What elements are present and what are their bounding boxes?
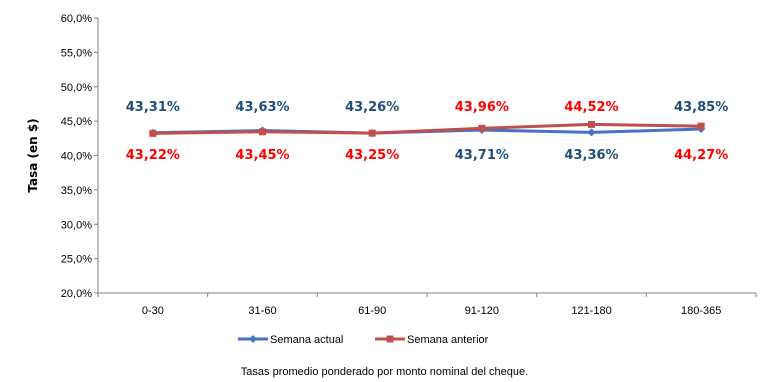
data-point [588, 120, 595, 128]
y-tick-label: 35,0% [61, 185, 92, 197]
chart-caption: Tasas promedio ponderado por monto nomin… [240, 366, 529, 378]
y-tick-label: 60,0% [61, 13, 92, 25]
y-tick-label: 50,0% [61, 82, 92, 94]
legend-marker [249, 335, 257, 343]
x-tick-label: 31-60 [248, 305, 276, 317]
data-label: 43,96% [455, 100, 509, 115]
data-point [259, 128, 266, 136]
legend-label: Semana actual [270, 334, 343, 346]
x-tick-label: 121-180 [571, 305, 611, 317]
data-label: 43,63% [235, 100, 289, 115]
y-tick-label: 55,0% [61, 47, 92, 59]
chart-legend: Semana actual Semana anterior [238, 334, 489, 346]
y-tick-label: 30,0% [61, 219, 92, 231]
data-label: 43,31% [126, 100, 180, 115]
data-point [697, 122, 705, 130]
data-label: 43,71% [455, 148, 509, 163]
y-tick-label: 45,0% [61, 116, 92, 128]
legend-item: Semana actual [238, 334, 343, 346]
data-label: 44,27% [674, 148, 728, 163]
x-tick-label: 91-120 [465, 305, 499, 317]
y-tick-label: 20,0% [61, 288, 92, 300]
data-point [368, 129, 376, 137]
data-label: 43,25% [345, 148, 399, 163]
legend-marker [386, 335, 394, 343]
legend-label: Semana anterior [407, 334, 489, 346]
data-label: 43,22% [126, 148, 180, 163]
series-semana-anterior [149, 120, 705, 137]
data-label: 43,26% [345, 100, 399, 115]
data-label: 43,36% [564, 148, 618, 163]
series-lines [148, 120, 706, 138]
x-tick-label: 0-30 [142, 305, 164, 317]
chart-axes: 20,0% 25,0% 30,0% 35,0% 40,0% 45,0% 50,0% 55,0%… [26, 13, 757, 317]
x-tick-label: 180-365 [681, 305, 721, 317]
y-tick-label: 40,0% [61, 151, 92, 163]
data-point [149, 129, 157, 137]
x-tick-label: 61-90 [358, 305, 386, 317]
y-axis-title: Tasa (en $) [26, 118, 40, 192]
data-label: 43,45% [235, 148, 289, 163]
data-point [478, 124, 486, 132]
series-line [152, 122, 702, 135]
data-point [587, 128, 596, 137]
data-label: 44,52% [564, 100, 618, 115]
data-label: 43,85% [674, 100, 728, 115]
data-labels: 43,31% 43,63% 43,26% 43,71% 43,36% 43,85% 43,2… [126, 100, 728, 163]
legend-item: Semana anterior [375, 334, 489, 346]
y-tick-label: 25,0% [61, 254, 92, 266]
